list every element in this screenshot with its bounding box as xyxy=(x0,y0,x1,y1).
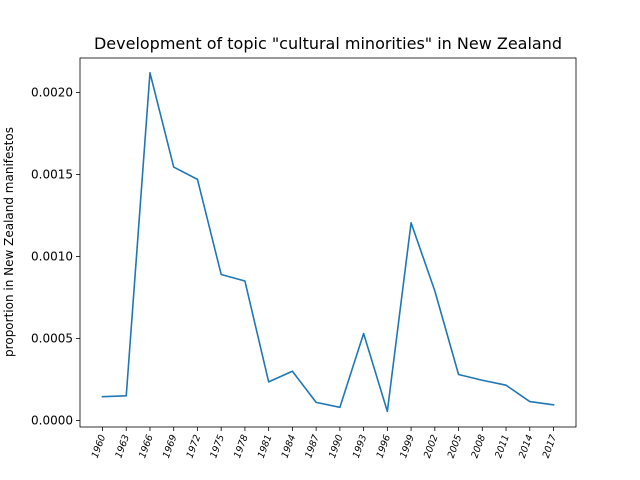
series-line xyxy=(101,71,555,413)
y-tick-label: 0.0015 xyxy=(31,167,73,181)
chart-title: Development of topic "cultural minoritie… xyxy=(94,34,562,53)
y-tick-label: 0.0010 xyxy=(31,249,73,263)
axes-frame xyxy=(79,57,577,428)
y-tick-label: 0.0005 xyxy=(31,331,73,345)
y-tick-label: 0.0000 xyxy=(31,413,73,427)
y-tick-label: 0.0020 xyxy=(31,85,73,99)
y-axis-label: proportion in New Zealand manifestos xyxy=(2,127,16,357)
